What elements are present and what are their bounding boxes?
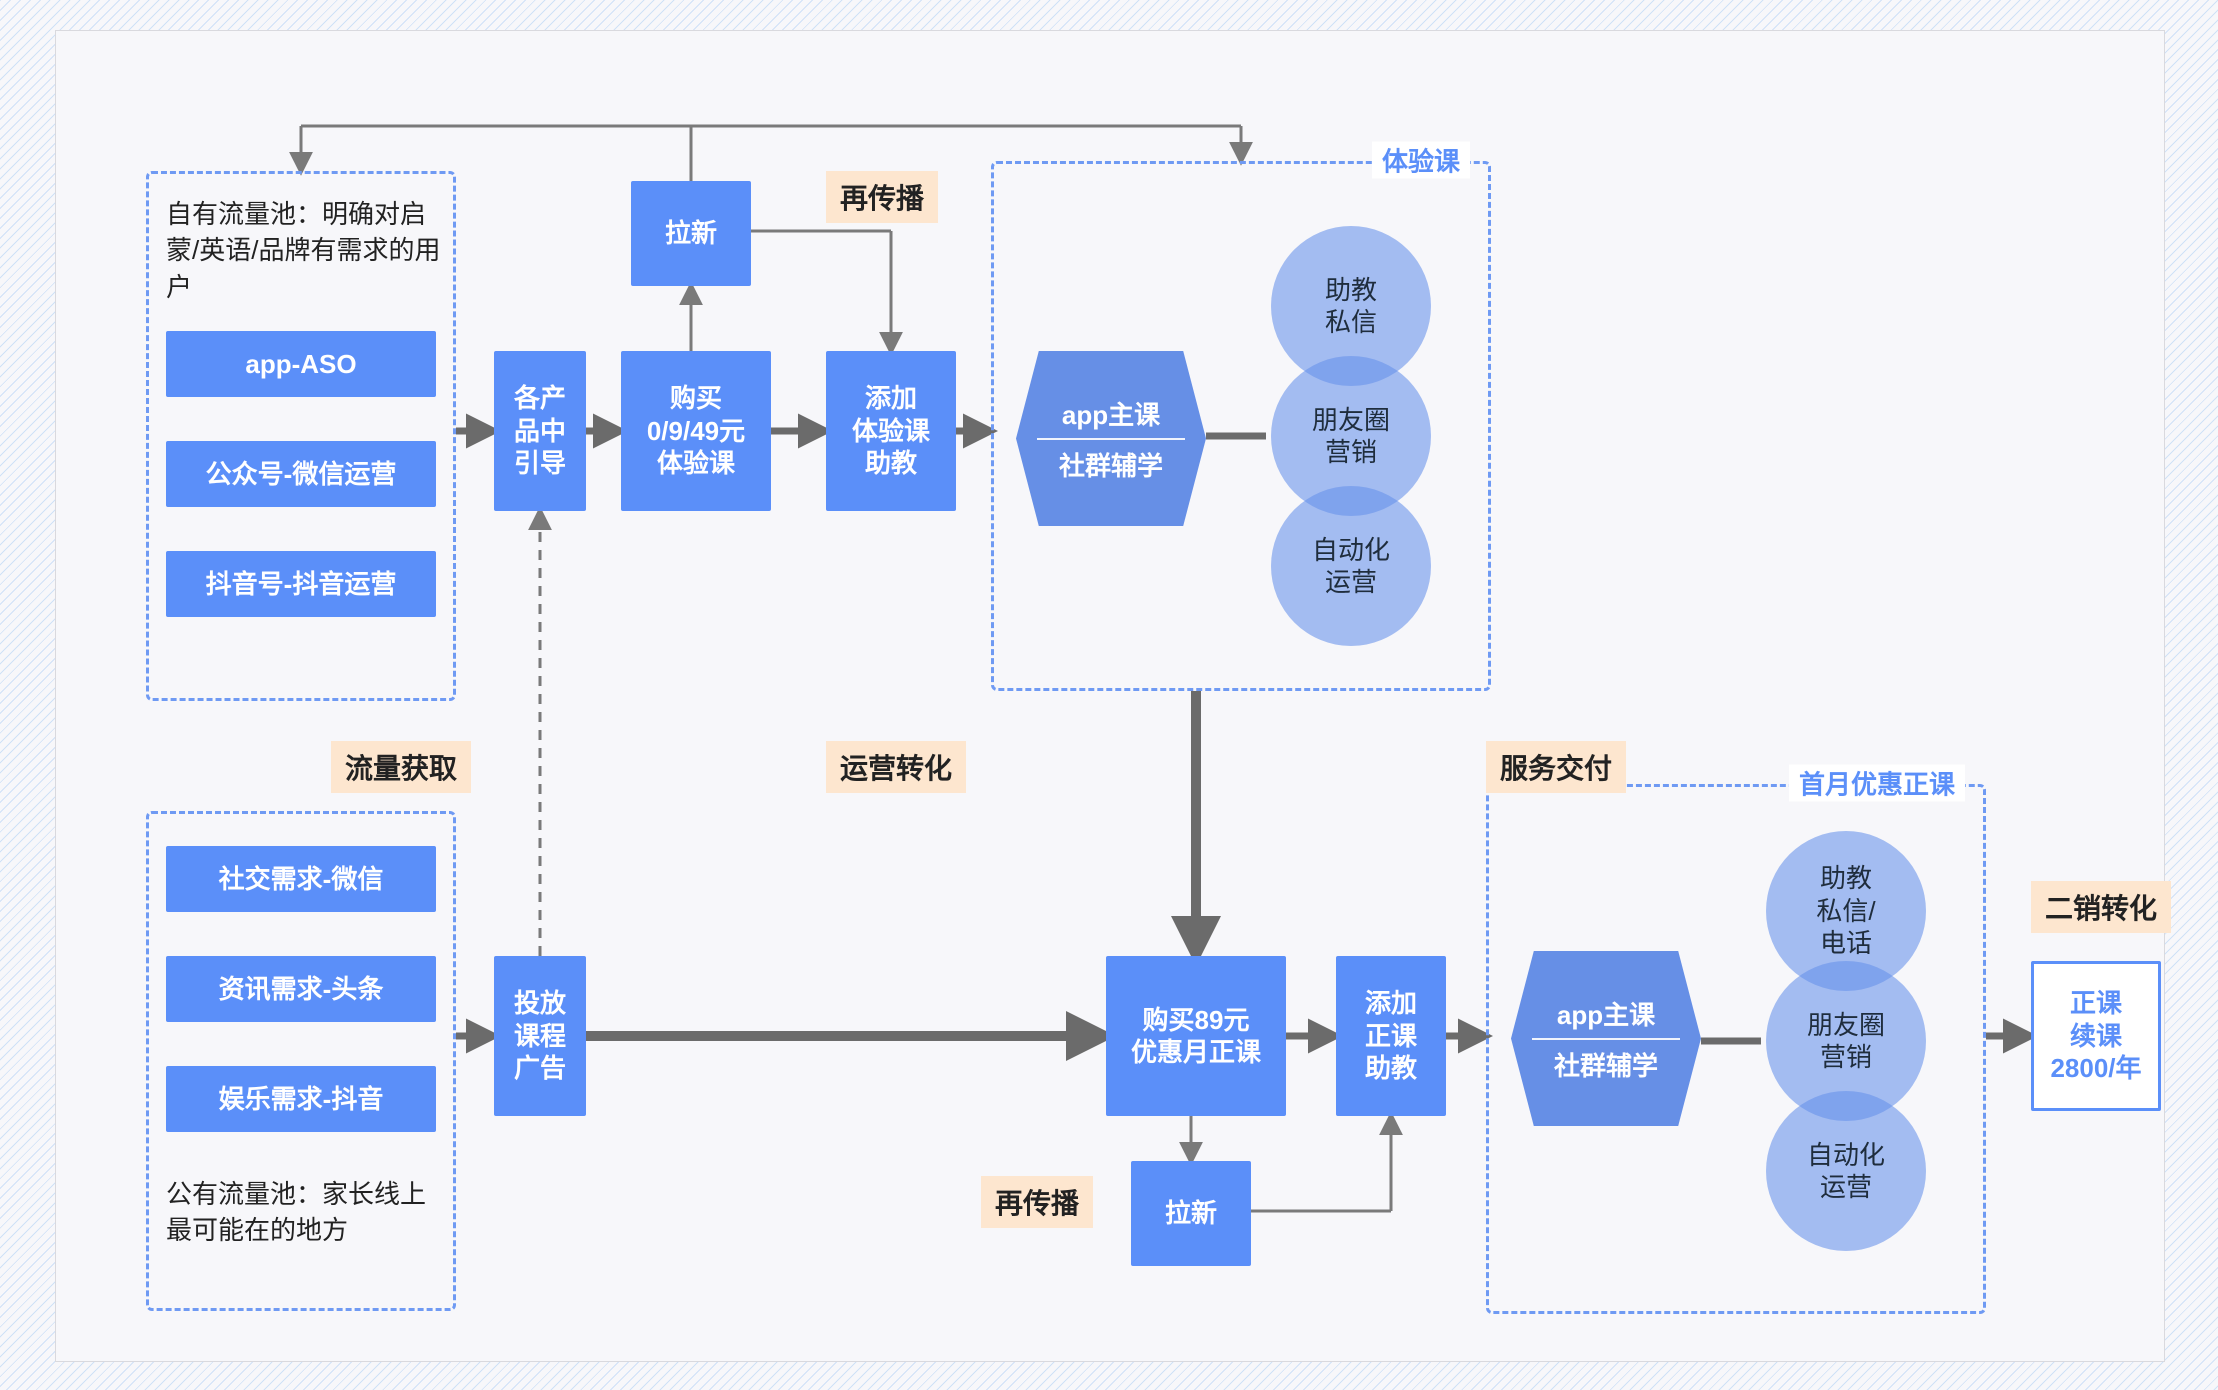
page: 体验课首月优惠正课 自有流量池：明确对启蒙/英语/品牌有需求的用户公有流量池：家长… xyxy=(0,0,2218,1390)
node-app-aso: app-ASO xyxy=(166,331,436,397)
tag-rebroadcast-2: 再传播 xyxy=(981,1176,1093,1228)
tag-deliver: 服务交付 xyxy=(1486,741,1626,793)
hex-hex-trial: app主课社群辅学 xyxy=(1016,351,1206,526)
circle-c-t3: 自动化 运营 xyxy=(1271,486,1431,646)
tag-resell: 二销转化 xyxy=(2031,881,2171,933)
hex-hex-main-top: app主课 xyxy=(1557,993,1655,1034)
node-laxin-1: 拉新 xyxy=(631,181,751,286)
tag-rebroadcast-1: 再传播 xyxy=(826,171,938,223)
diagram-canvas: 体验课首月优惠正课 自有流量池：明确对启蒙/英语/品牌有需求的用户公有流量池：家长… xyxy=(55,30,2165,1362)
hex-hex-main-bottom: 社群辅学 xyxy=(1554,1044,1658,1085)
node-wechat-op: 公众号-微信运营 xyxy=(166,441,436,507)
node-laxin-2: 拉新 xyxy=(1131,1161,1251,1266)
node-buy-89: 购买89元 优惠月正课 xyxy=(1106,956,1286,1116)
hex-hex-main: app主课社群辅学 xyxy=(1511,951,1701,1126)
node-buy-trial: 购买 0/9/49元 体验课 xyxy=(621,351,771,511)
tag-convert: 运营转化 xyxy=(826,741,966,793)
circle-c-m3: 自动化 运营 xyxy=(1766,1091,1926,1251)
public-pool-desc: 公有流量池：家长线上最可能在的地方 xyxy=(166,1176,446,1249)
grp-first-month-label: 首月优惠正课 xyxy=(1789,765,1965,802)
node-ent-douyin: 娱乐需求-抖音 xyxy=(166,1066,436,1132)
node-guide: 各产 品中 引导 xyxy=(494,351,586,511)
node-news-toutiao: 资讯需求-头条 xyxy=(166,956,436,1022)
hex-hex-trial-top: app主课 xyxy=(1062,393,1160,434)
node-social-wechat: 社交需求-微信 xyxy=(166,846,436,912)
node-add-main-ta: 添加 正课 助教 xyxy=(1336,956,1446,1116)
node-put-ads: 投放 课程 广告 xyxy=(494,956,586,1116)
node-renew: 正课 续课 2800/年 xyxy=(2031,961,2161,1111)
own-pool-desc: 自有流量池：明确对启蒙/英语/品牌有需求的用户 xyxy=(166,196,446,305)
node-add-trial-ta: 添加 体验课 助教 xyxy=(826,351,956,511)
node-douyin-op: 抖音号-抖音运营 xyxy=(166,551,436,617)
hex-hex-trial-bottom: 社群辅学 xyxy=(1059,444,1163,485)
tag-traffic: 流量获取 xyxy=(331,741,471,793)
grp-trial-label: 体验课 xyxy=(1372,142,1470,179)
